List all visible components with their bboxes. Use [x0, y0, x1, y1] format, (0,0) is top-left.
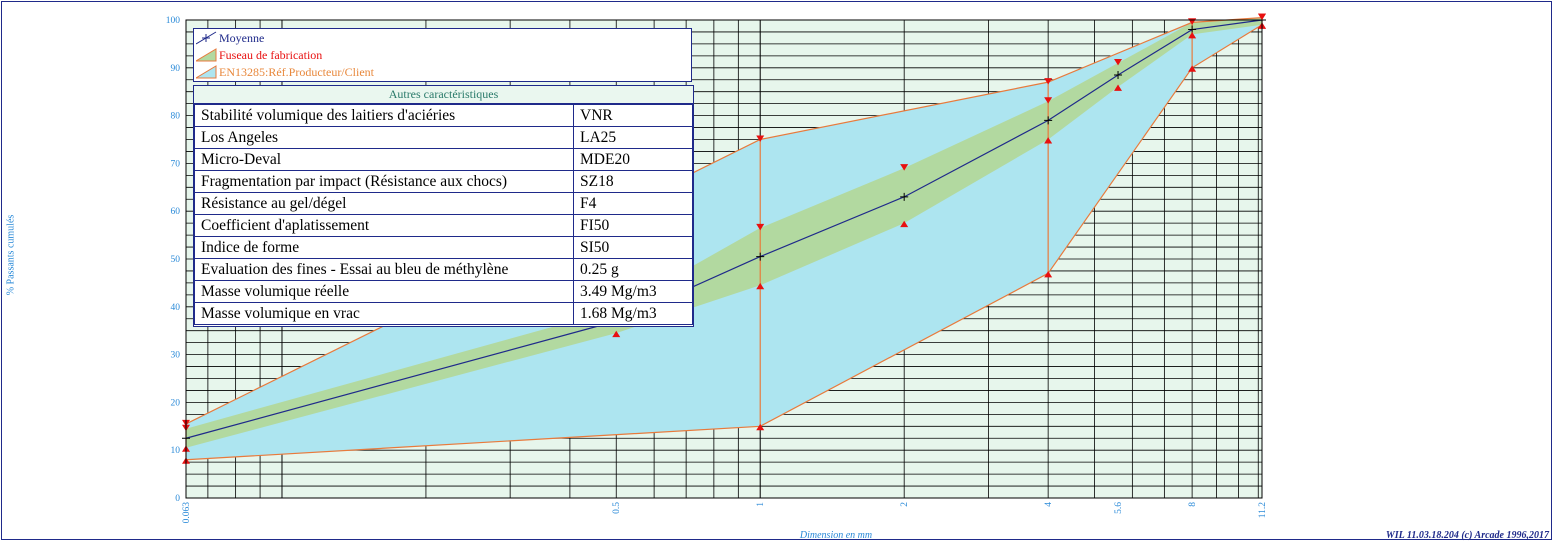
envelope-upper-marker: [756, 135, 765, 142]
legend-band-symbol: [196, 65, 217, 79]
y-tick-label: 40: [171, 303, 181, 313]
production-lower-marker: [1044, 137, 1053, 144]
legend-band-symbol: [196, 48, 217, 62]
legend-mean-symbol: [196, 31, 217, 45]
production-upper-marker: [1258, 13, 1266, 21]
production-lower-marker: [612, 330, 621, 338]
property-label: Evaluation des fines - Essai au bleu de …: [194, 258, 574, 281]
production-upper-marker: [1044, 97, 1053, 104]
legend: Moyenne Fuseau de fabrication EN13285:Ré…: [193, 28, 692, 82]
y-axis-label-text: % Passants cumulés: [5, 214, 17, 296]
y-tick-label: 80: [171, 112, 181, 122]
x-tick-label: 4: [1044, 502, 1054, 507]
legend-label: Fuseau de fabrication: [219, 48, 323, 62]
y-axis-label: % Passants cumulés: [0, 0, 22, 543]
legend-label: EN13285:Réf.Producteur/Client: [219, 65, 374, 79]
mean-point: [1114, 70, 1123, 79]
properties-grid: Stabilité volumique des laitiers d'aciér…: [194, 104, 693, 325]
property-label: Fragmentation par impact (Résistance aux…: [194, 170, 574, 193]
envelope-lower-marker: [1044, 270, 1053, 278]
property-label: Micro-Deval: [194, 148, 574, 171]
envelope-lower-marker: [1188, 65, 1197, 72]
plot-border: [185, 19, 1263, 499]
property-value: 3.49 Mg/m3: [573, 280, 693, 303]
y-tick-label: 70: [171, 159, 181, 169]
property-value: 1.68 Mg/m3: [573, 302, 693, 325]
property-value: LA25: [573, 126, 693, 149]
y-tick-label: 90: [171, 64, 181, 74]
mean-point: [900, 192, 909, 201]
y-tick-label: 50: [171, 255, 181, 265]
x-axis-label: Dimension en mm: [799, 530, 873, 541]
property-row: Coefficient d'aplatissement FI50: [194, 214, 693, 237]
property-label: Indice de forme: [194, 236, 574, 259]
properties-table: Autres caractéristiques Stabilité volumi…: [193, 85, 694, 327]
property-label: Résistance au gel/dégel: [194, 192, 574, 215]
property-label: Masse volumique réelle: [194, 280, 574, 303]
property-row: Evaluation des fines - Essai au bleu de …: [194, 258, 693, 281]
property-row: Indice de forme SI50: [194, 236, 693, 259]
property-value: SZ18: [573, 170, 693, 193]
properties-title: Autres caractéristiques: [194, 86, 693, 104]
property-label: Masse volumique en vrac: [194, 302, 574, 325]
y-tick-label: 30: [171, 351, 181, 361]
y-tick-label: 20: [171, 398, 181, 408]
y-tick-label: 0: [175, 494, 180, 504]
property-label: Stabilité volumique des laitiers d'aciér…: [194, 104, 574, 127]
property-value: MDE20: [573, 148, 693, 171]
y-tick-label: 10: [171, 446, 181, 456]
property-value: FI50: [573, 214, 693, 237]
property-row: Résistance au gel/dégel F4: [194, 192, 693, 215]
production-lower-marker: [756, 282, 765, 290]
property-row: Micro-Deval MDE20: [194, 148, 693, 171]
production-upper-marker: [756, 223, 765, 231]
x-tick-label: 5.6: [1114, 502, 1124, 514]
mean-point: [756, 252, 765, 261]
x-tick-label: 1: [756, 502, 766, 507]
property-label: Los Angeles: [194, 126, 574, 149]
x-tick-label: 8: [1188, 502, 1198, 507]
production-lower-marker: [1188, 31, 1197, 39]
y-tick-label: 60: [171, 207, 181, 217]
envelope-lower-marker: [756, 423, 765, 431]
production-upper-marker: [1114, 59, 1123, 66]
y-tick-label: 100: [166, 16, 181, 26]
property-label: Coefficient d'aplatissement: [194, 214, 574, 237]
x-tick-label: 11.2: [1258, 502, 1268, 519]
envelope-upper-marker: [1044, 78, 1053, 85]
legend-label: Moyenne: [219, 31, 265, 45]
property-value: 0.25 g: [573, 258, 693, 281]
property-row: Los Angeles LA25: [194, 126, 693, 149]
production-upper-marker: [900, 164, 909, 171]
property-value: F4: [573, 192, 693, 215]
property-row: Masse volumique en vrac 1.68 Mg/m3: [194, 302, 693, 325]
production-lower-marker: [1114, 84, 1123, 91]
property-value: SI50: [573, 236, 693, 259]
property-value: VNR: [573, 104, 693, 127]
property-row: Stabilité volumique des laitiers d'aciér…: [194, 104, 693, 127]
x-tick-label: 0.063: [182, 502, 192, 524]
x-tick-label: 0.5: [612, 502, 622, 514]
property-row: Fragmentation par impact (Résistance aux…: [194, 170, 693, 193]
mean-point: [1044, 116, 1053, 125]
production-lower-marker: [900, 220, 909, 228]
production-band: [186, 17, 1262, 448]
x-tick-label: 2: [900, 502, 910, 507]
property-row: Masse volumique réelle 3.49 Mg/m3: [194, 280, 693, 303]
footer-copyright: WIL 11.03.18.204 (c) Arcade 1996,2017: [1385, 530, 1549, 541]
